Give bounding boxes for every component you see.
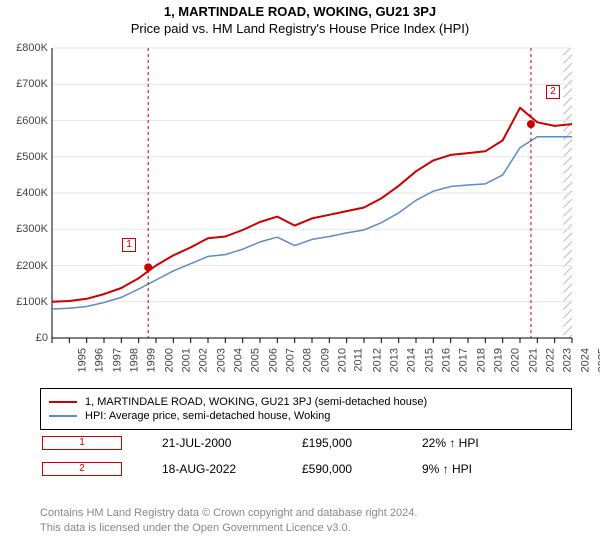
x-tick-label: 2022 [544, 348, 556, 372]
x-tick-label: 1999 [146, 348, 158, 372]
annotation-dot [144, 263, 152, 271]
x-tick-label: 2009 [319, 348, 331, 372]
y-tick-label: £100K [0, 296, 48, 308]
x-tick-label: 2010 [336, 348, 348, 372]
annotation-dot [527, 120, 535, 128]
footer-line-2: This data is licensed under the Open Gov… [40, 521, 417, 536]
legend-label: HPI: Average price, semi-detached house,… [85, 410, 330, 422]
x-tick-label: 1997 [111, 348, 123, 372]
footer-line-1: Contains HM Land Registry data © Crown c… [40, 506, 417, 521]
y-tick-label: £800K [0, 42, 48, 54]
x-tick-label: 1996 [94, 348, 106, 372]
y-tick-label: £700K [0, 78, 48, 90]
x-tick-label: 2008 [302, 348, 314, 372]
x-tick-label: 2024 [579, 348, 591, 372]
x-tick-label: 2007 [284, 348, 296, 372]
x-tick-label: 2006 [267, 348, 279, 372]
annotation-marker: 2 [546, 85, 560, 99]
x-tick-label: 2011 [353, 348, 365, 372]
chart-subtitle: Price paid vs. HM Land Registry's House … [0, 19, 600, 36]
x-tick-label: 2016 [440, 348, 452, 372]
chart-plot-area: £0£100K£200K£300K£400K£500K£600K£700K£80… [52, 48, 572, 338]
transaction-delta: 22% ↑ HPI [422, 436, 502, 450]
legend-label: 1, MARTINDALE ROAD, WOKING, GU21 3PJ (se… [85, 396, 427, 408]
y-tick-label: £600K [0, 115, 48, 127]
legend-row: 1, MARTINDALE ROAD, WOKING, GU21 3PJ (se… [49, 395, 563, 409]
transaction-date: 18-AUG-2022 [162, 462, 262, 476]
x-tick-label: 2013 [388, 348, 400, 372]
x-tick-label: 2021 [527, 348, 539, 372]
x-tick-label: 2018 [475, 348, 487, 372]
footer-note: Contains HM Land Registry data © Crown c… [40, 506, 417, 536]
x-tick-label: 2003 [215, 348, 227, 372]
x-tick-label: 1995 [76, 348, 88, 372]
transaction-price: £195,000 [302, 436, 382, 450]
x-tick-label: 2005 [250, 348, 262, 372]
x-tick-label: 2025 [596, 348, 600, 372]
x-tick-label: 2019 [492, 348, 504, 372]
x-tick-label: 2000 [163, 348, 175, 372]
transaction-marker: 1 [42, 436, 122, 450]
y-tick-label: £0 [0, 332, 48, 344]
transaction-price: £590,000 [302, 462, 382, 476]
series-property [52, 108, 572, 302]
x-tick-label: 2023 [562, 348, 574, 372]
x-tick-label: 2004 [232, 348, 244, 372]
annotation-marker: 1 [122, 238, 136, 252]
legend: 1, MARTINDALE ROAD, WOKING, GU21 3PJ (se… [40, 388, 572, 430]
legend-row: HPI: Average price, semi-detached house,… [49, 409, 563, 423]
x-tick-label: 2015 [423, 348, 435, 372]
transaction-row: 2 18-AUG-2022 £590,000 9% ↑ HPI [40, 462, 502, 476]
transaction-row: 1 21-JUL-2000 £195,000 22% ↑ HPI [40, 436, 502, 450]
transaction-marker: 2 [42, 462, 122, 476]
transaction-delta: 9% ↑ HPI [422, 462, 502, 476]
x-tick-label: 2002 [198, 348, 210, 372]
x-tick-label: 1998 [128, 348, 140, 372]
legend-swatch [49, 401, 77, 403]
transactions-block: 1 21-JUL-2000 £195,000 22% ↑ HPI 2 18-AUG-202… [40, 436, 502, 476]
x-tick-label: 2012 [371, 348, 383, 372]
legend-swatch [49, 415, 77, 417]
y-tick-label: £500K [0, 151, 48, 163]
x-tick-label: 2014 [406, 348, 418, 372]
y-tick-label: £400K [0, 187, 48, 199]
x-tick-label: 2001 [180, 348, 192, 372]
transaction-date: 21-JUL-2000 [162, 436, 262, 450]
y-tick-label: £300K [0, 223, 48, 235]
chart-title: 1, MARTINDALE ROAD, WOKING, GU21 3PJ [0, 4, 600, 19]
x-tick-label: 2020 [510, 348, 522, 372]
y-tick-label: £200K [0, 260, 48, 272]
x-tick-label: 2017 [458, 348, 470, 372]
